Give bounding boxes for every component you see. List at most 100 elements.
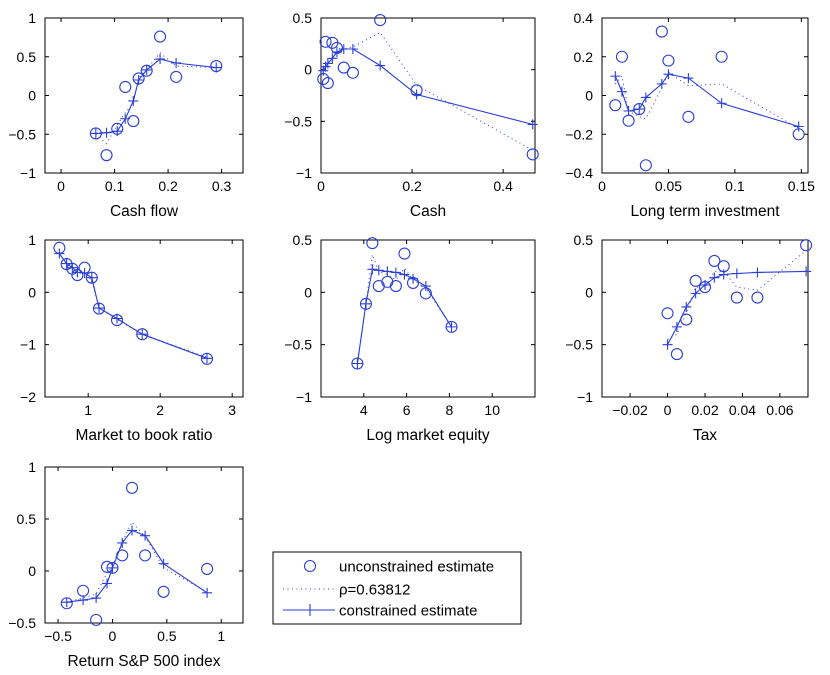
unconstrained-point: [670, 348, 683, 361]
unconstrained-point: [717, 260, 730, 273]
unconstrained-point: [708, 254, 721, 267]
legend-label-rho: ρ=0.63812: [339, 582, 411, 599]
unconstrained-point: [381, 275, 394, 288]
x-tick-label: 10: [484, 402, 500, 418]
unconstrained-point: [140, 64, 153, 77]
unconstrained-point: [201, 562, 214, 575]
constrained-point: [709, 272, 720, 283]
constrained-point: [752, 267, 763, 278]
x-tick-label: 0.15: [788, 178, 815, 194]
unconstrained-point: [125, 481, 139, 494]
constrained-point: [390, 267, 401, 278]
axes-frame: [44, 17, 244, 174]
x-tick-label: 0: [664, 402, 672, 418]
x-tick-label: 0.04: [729, 402, 756, 418]
unconstrained-point: [317, 72, 330, 86]
unconstrained-point: [111, 122, 124, 135]
x-tick-label: 1: [217, 628, 225, 644]
constrained-point: [140, 530, 151, 541]
series-line-constrained: [58, 253, 208, 359]
constrained-point: [117, 537, 128, 548]
unconstrained-point: [445, 320, 458, 333]
subplot-1: 0 0.1 0.2 0.3 −1 −0.5 0 0.5 1 Cash flow: [8, 10, 244, 220]
constrained-point: [101, 127, 112, 138]
x-tick-label: 8: [446, 402, 454, 418]
axes-frame: [44, 239, 244, 398]
unconstrained-point: [89, 127, 102, 140]
unconstrained-point: [398, 247, 411, 260]
x-axis-label: Cash: [410, 203, 446, 220]
constrained-point: [61, 597, 72, 608]
constrained-point: [141, 64, 152, 75]
unconstrained-point: [154, 30, 167, 43]
y-tick-label: −0.5: [8, 615, 36, 631]
unconstrained-point: [119, 80, 132, 94]
unconstrained-point: [330, 41, 343, 55]
unconstrained-point: [210, 60, 223, 73]
constrained-point: [211, 62, 222, 73]
x-tick-label: 6: [403, 402, 411, 418]
series-line-constrained: [322, 48, 533, 125]
constrained-point: [338, 44, 349, 54]
y-tick-label: 0: [585, 284, 593, 300]
constrained-point: [86, 272, 97, 283]
y-tick-label: −1: [296, 389, 312, 405]
constrained-point: [347, 44, 358, 54]
constrained-point: [90, 128, 101, 139]
y-tick-label: −0.5: [565, 337, 593, 353]
unconstrained-point: [609, 99, 622, 112]
constrained-point: [671, 321, 682, 332]
unconstrained-point: [139, 549, 152, 562]
y-tick-label: 0: [28, 88, 36, 104]
unconstrained-point: [662, 54, 675, 67]
subplot-7: −0.5 0 0.5 1 −0.5 0 0.5 1 Return S&P 500 index: [8, 459, 244, 670]
y-tick-label: −1: [20, 337, 36, 353]
constrained-point: [127, 525, 138, 536]
unconstrained-point: [751, 291, 764, 304]
unconstrained-point: [110, 314, 124, 327]
series-line-constrained: [95, 58, 217, 135]
unconstrained-point: [792, 128, 805, 141]
unconstrained-point: [136, 328, 149, 341]
constrained-point: [112, 313, 122, 324]
constrained-point: [801, 266, 812, 277]
series-line-rho: [95, 52, 217, 145]
unconstrained-point: [319, 35, 332, 48]
y-tick-label: 0.5: [574, 232, 594, 248]
unconstrained-point: [389, 280, 402, 293]
x-tick-label: 0.3: [212, 178, 232, 194]
y-tick-label: −0.5: [8, 126, 36, 142]
x-tick-label: 0.1: [725, 178, 745, 194]
subplot-5: 4 6 8 10 −1 −0.5 0 0.5 Log market equity: [284, 232, 536, 444]
constrained-point: [128, 95, 139, 106]
axes-frame: [601, 239, 809, 398]
unconstrained-point: [715, 50, 728, 63]
x-tick-label: −0.02: [612, 402, 648, 418]
constrained-point: [327, 53, 338, 64]
x-axis-label: Return S&P 500 index: [67, 653, 220, 670]
legend-box: [272, 551, 522, 625]
axes-frame: [320, 239, 536, 398]
y-tick-label: 0.4: [574, 10, 594, 26]
constrained-point: [373, 265, 384, 276]
x-tick-label: 0.1: [105, 178, 125, 194]
constrained-point: [133, 75, 144, 85]
y-tick-label: −0.2: [565, 126, 593, 142]
series-line-constrained: [356, 268, 452, 364]
unconstrained-point: [406, 276, 420, 289]
constrained-point: [102, 578, 113, 589]
subplot-2: 0 0.2 0.4 −1 −0.5 0 0.5 Cash: [284, 10, 539, 220]
unconstrained-point: [132, 72, 145, 85]
axes-frame: [320, 17, 536, 174]
unconstrained-point: [60, 597, 73, 610]
unconstrained-point: [321, 77, 334, 90]
series-line-rho: [66, 521, 208, 603]
y-tick-label: −0.5: [284, 113, 312, 129]
constrained-point: [610, 71, 621, 82]
unconstrained-point: [200, 352, 214, 365]
unconstrained-point: [127, 115, 140, 128]
axes-frame: [601, 17, 809, 174]
unconstrained-point: [419, 287, 432, 300]
y-tick-label: 0: [28, 284, 36, 300]
